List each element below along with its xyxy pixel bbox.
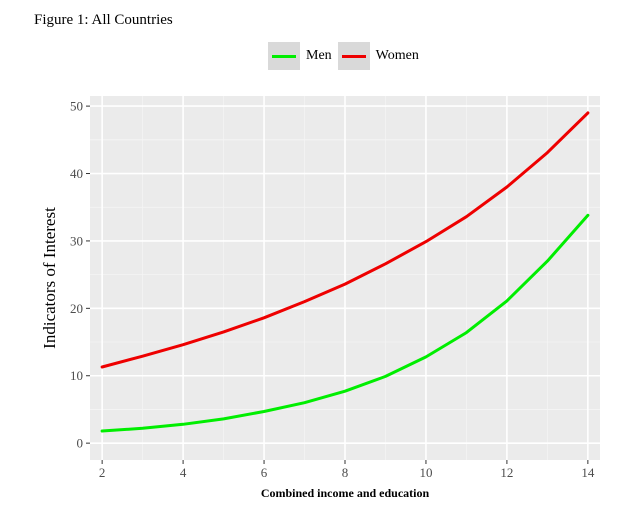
legend-key-men — [268, 42, 300, 70]
x-tick-label: 6 — [261, 465, 268, 480]
x-tick-label: 4 — [180, 465, 187, 480]
series-line-men — [100, 213, 590, 433]
legend-label-women: Women — [375, 48, 419, 63]
legend-swatch-men — [272, 55, 296, 58]
x-tick-label: 10 — [419, 465, 432, 480]
x-tick-label: 2 — [99, 465, 106, 480]
series-line-women — [100, 111, 590, 369]
legend-item-women: Women — [337, 42, 419, 70]
y-tick-label: 10 — [70, 368, 83, 383]
legend-key-women — [337, 42, 370, 70]
figure-title: Figure 1: All Countries — [34, 12, 173, 28]
legend: Men Women — [268, 42, 425, 70]
x-tick-label: 12 — [500, 465, 513, 480]
y-axis-label: Indicators of Interest — [40, 207, 59, 349]
y-tick-label: 50 — [70, 99, 83, 114]
y-tick-label: 40 — [70, 166, 83, 181]
legend-item-men: Men — [268, 42, 332, 70]
x-tick-label: 8 — [342, 465, 349, 480]
y-tick-label: 0 — [77, 436, 84, 451]
legend-label-men: Men — [306, 48, 332, 63]
y-tick-label: 30 — [70, 233, 83, 248]
y-tick-label: 20 — [70, 301, 83, 316]
x-axis-label: Combined income and education — [261, 486, 430, 500]
x-tick-label: 14 — [581, 465, 595, 480]
legend-swatch-women — [341, 55, 366, 58]
